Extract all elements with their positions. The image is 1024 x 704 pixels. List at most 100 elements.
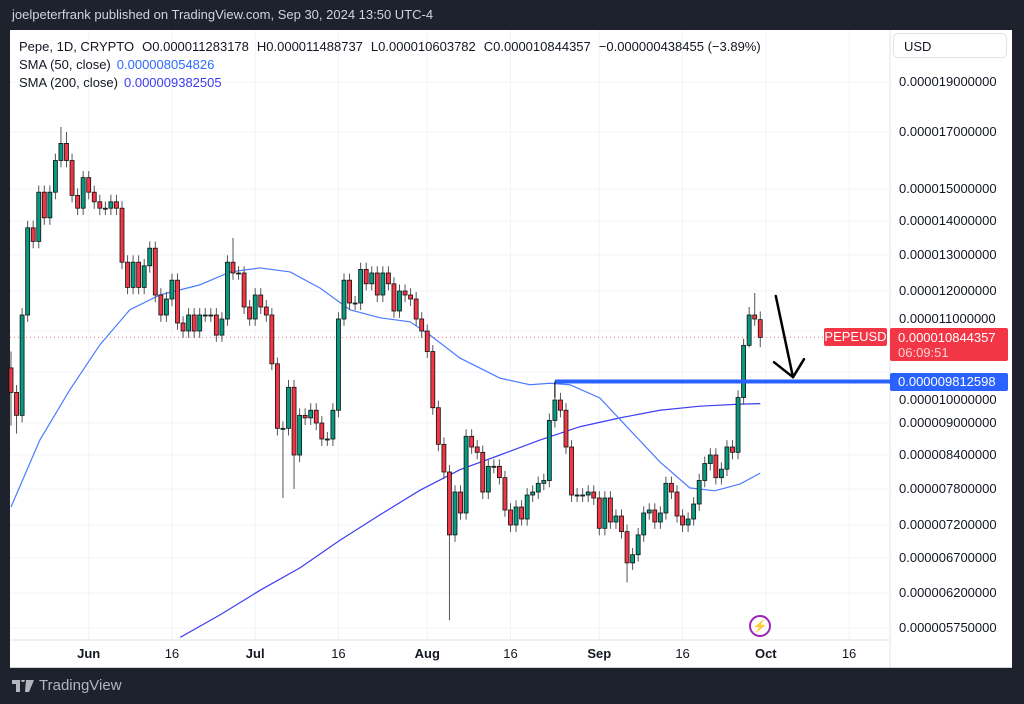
candle-up — [724, 446, 730, 470]
legend-symbol: Pepe, 1D, CRYPTO — [19, 39, 135, 54]
candle-up — [546, 420, 552, 481]
candle-down — [480, 451, 486, 493]
tradingview-logo-icon — [12, 679, 34, 692]
candle-down — [558, 399, 563, 411]
legend-close: C0.000010844357 — [483, 39, 591, 54]
date-tick-label: Aug — [414, 646, 440, 661]
candle-down — [508, 509, 513, 526]
candle-down — [274, 363, 280, 429]
candle-up — [369, 272, 375, 285]
candle-up — [202, 314, 208, 317]
candle-down — [269, 314, 275, 365]
candle-down — [114, 201, 119, 209]
candle-down — [447, 471, 452, 536]
date-tick-label: Sep — [587, 646, 612, 661]
candle-down — [496, 465, 502, 479]
candle-up — [330, 409, 336, 440]
candle-down — [152, 247, 158, 296]
candle-down — [86, 177, 92, 193]
candle-up — [719, 468, 724, 479]
candle-up — [208, 314, 214, 317]
candle-down — [385, 272, 391, 285]
candle-up — [463, 435, 469, 514]
candle-down — [435, 407, 441, 445]
candle-down — [41, 191, 47, 219]
ohlc-legend: Pepe, 1D, CRYPTO O0.000011283178 H0.000011… — [19, 39, 761, 54]
price-tick-label: 0.000009000000 — [899, 415, 997, 430]
candle-down — [752, 314, 758, 320]
candle-down — [119, 207, 125, 263]
candle-up — [36, 191, 42, 242]
candle-up — [735, 397, 741, 453]
candle-down — [291, 386, 297, 456]
candle-down — [591, 491, 597, 499]
candle-down — [136, 261, 142, 288]
price-tick-label: 0.000007800000 — [899, 481, 997, 496]
price-tick-label: 0.000007200000 — [899, 517, 997, 532]
price-tick-label: 0.000017000000 — [899, 124, 997, 139]
candle-up — [53, 160, 58, 193]
candle-down — [14, 391, 19, 416]
candle-up — [641, 512, 647, 536]
candle-up — [585, 491, 591, 496]
candle-down — [230, 261, 236, 274]
currency-button[interactable]: USD — [893, 33, 1007, 58]
price-tick-label: 0.000006700000 — [899, 550, 997, 565]
candle-up — [491, 465, 497, 468]
candle-up — [58, 142, 64, 161]
legend-low: L0.000010603782 — [370, 39, 476, 54]
candle-up — [630, 554, 635, 564]
candle-up — [225, 261, 230, 320]
candle-down — [619, 515, 624, 533]
sma200-line — [179, 403, 761, 638]
last-price-tag: 0.000010844357 06:09:51 — [890, 328, 1008, 362]
candle-down — [97, 201, 103, 209]
date-tick-label: 16 — [503, 646, 518, 661]
price-tick-label: 0.000014000000 — [899, 213, 997, 228]
legend-high: H0.000011488737 — [256, 39, 363, 54]
candle-down — [313, 409, 319, 424]
candle-down — [674, 491, 680, 517]
candle-up — [297, 414, 303, 456]
price-tick-label: 0.000019000000 — [899, 74, 997, 89]
candle-up — [324, 438, 330, 441]
candle-up — [741, 344, 746, 398]
candle-down — [258, 294, 264, 308]
candle-down — [180, 322, 186, 332]
candle-down — [213, 314, 219, 336]
candle-up — [197, 314, 203, 332]
candle-down — [519, 506, 524, 520]
candle-up — [691, 503, 697, 520]
candle-down — [430, 351, 436, 409]
candle-up — [574, 494, 580, 497]
legend-change: −0.000000438455 (−3.89%) — [598, 39, 761, 54]
candle-down — [441, 443, 447, 473]
footer-brand: TradingView — [12, 677, 122, 694]
candle-down — [374, 272, 380, 296]
candle-down — [241, 272, 247, 308]
candle-up — [646, 509, 652, 514]
candle-up — [108, 201, 114, 209]
date-tick-label: 16 — [841, 646, 857, 661]
candle-up — [19, 314, 25, 416]
candle-down — [69, 160, 75, 196]
legend-open: O0.000011283178 — [142, 39, 249, 54]
last-price: 0.000010844357 — [898, 330, 996, 346]
sma200-value: 0.000009382505 — [124, 75, 222, 90]
price-tick-label: 0.000005750000 — [899, 620, 997, 635]
lightning-icon[interactable]: ⚡ — [749, 615, 771, 637]
sma200-legend[interactable]: SMA (200, close) 0.000009382505 — [19, 75, 222, 90]
candle-down — [75, 194, 80, 209]
publisher-line: joelpeterfrank published on TradingView.… — [12, 7, 434, 22]
candle-down — [413, 298, 419, 320]
candle-down — [652, 509, 658, 523]
bar-countdown: 06:09:51 — [898, 345, 949, 361]
candle-down — [158, 294, 164, 316]
date-tick-label: 16 — [331, 646, 346, 661]
candle-up — [236, 272, 241, 275]
sma50-legend[interactable]: SMA (50, close) 0.000008054826 — [19, 57, 214, 72]
price-tick-label: 0.000012000000 — [899, 283, 997, 298]
candle-up — [685, 518, 691, 526]
candle-up — [696, 480, 702, 505]
